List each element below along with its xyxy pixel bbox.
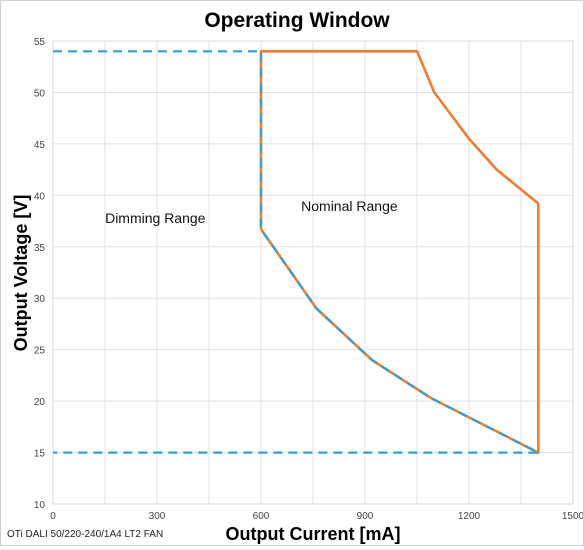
y-axis-label: Output Voltage [V] (11, 195, 31, 352)
x-axis-label: Output Current [mA] (226, 524, 401, 544)
chart-title: Operating Window (204, 9, 390, 32)
x-tick-label: 900 (357, 511, 374, 522)
nominal-range-label: Nominal Range (301, 198, 398, 214)
series-layer (53, 49, 540, 454)
footnote: OTi DALI 50/220-240/1A4 LT2 FAN (7, 529, 163, 540)
x-tick-label: 1200 (458, 511, 481, 522)
y-tick-label: 45 (34, 140, 46, 151)
y-tick-label: 55 (34, 37, 46, 48)
y-tick-label: 10 (34, 500, 46, 511)
plot-area (52, 40, 574, 505)
y-tick-label: 50 (34, 88, 46, 99)
x-tick-label: 0 (50, 511, 56, 522)
x-axis-ticks: 0 300 600 900 1200 1500 (50, 511, 584, 522)
x-tick-label: 300 (149, 511, 166, 522)
annotation-layer: Dimming Range Nominal Range (105, 198, 398, 226)
x-tick-label: 600 (253, 511, 270, 522)
y-tick-label: 15 (34, 449, 46, 460)
x-tick-label: 1500 (562, 511, 583, 522)
y-tick-label: 35 (34, 243, 46, 254)
grid-lines (53, 41, 573, 504)
dimming-range-label: Dimming Range (105, 210, 206, 226)
dimming-range-series-line (53, 50, 540, 454)
nominal-range-series-line (259, 49, 540, 454)
y-tick-label: 20 (34, 397, 46, 408)
y-tick-label: 25 (34, 346, 46, 357)
y-axis-ticks: 10 15 20 25 30 35 40 45 50 55 (34, 37, 46, 511)
y-tick-label: 40 (34, 191, 46, 202)
y-tick-label: 30 (34, 294, 46, 305)
